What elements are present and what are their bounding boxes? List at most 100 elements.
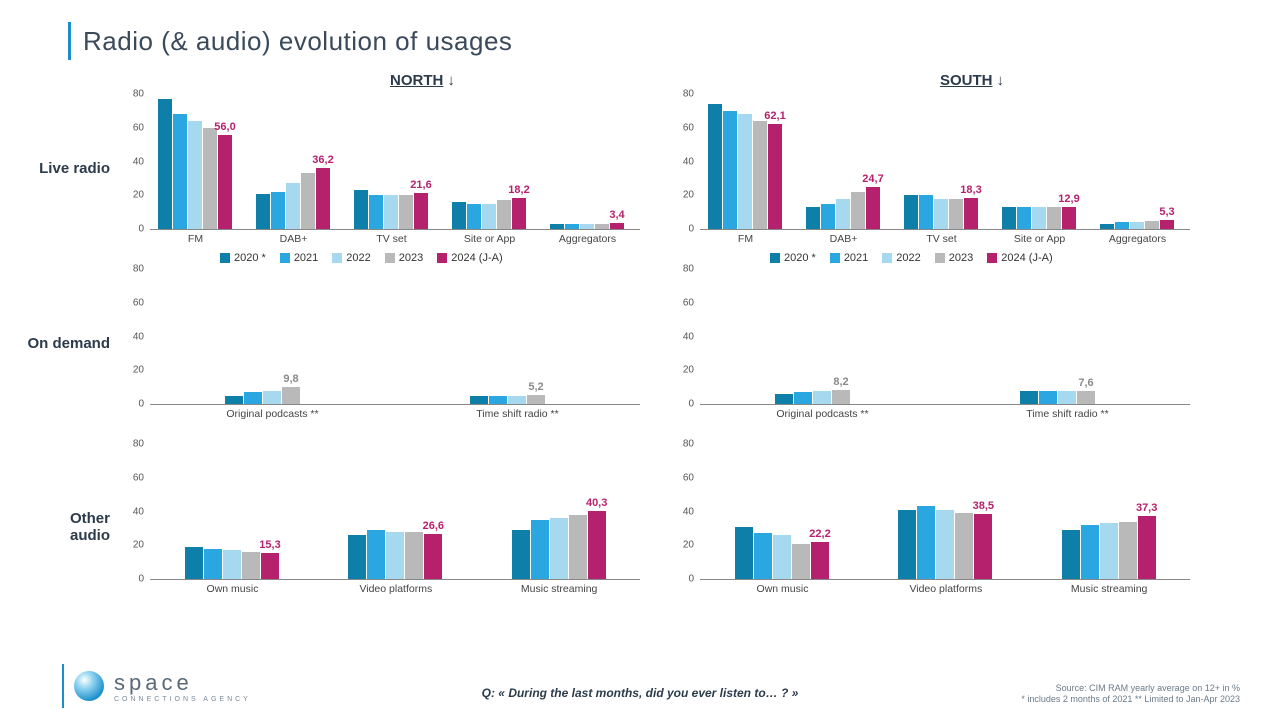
- bar: [813, 391, 831, 405]
- category-label: Original podcasts **: [776, 408, 868, 420]
- bar-group: [806, 187, 880, 229]
- category-label: FM: [188, 233, 203, 245]
- bar: [773, 535, 791, 579]
- bar: [399, 195, 413, 229]
- category-label: DAB+: [280, 233, 308, 245]
- y-tick: 0: [688, 399, 694, 410]
- legend-label: 2024 (J-A): [451, 252, 502, 264]
- value-label: 5,2: [528, 381, 543, 393]
- bar-group: [550, 223, 624, 229]
- y-tick: 40: [133, 156, 144, 167]
- bar: [242, 552, 260, 579]
- page-title: Radio (& audio) evolution of usages: [83, 26, 512, 57]
- title-bar: Radio (& audio) evolution of usages: [68, 22, 512, 60]
- bar: [723, 111, 737, 229]
- bar: [348, 535, 366, 579]
- chart: 020406080Original podcasts **8,2Time shi…: [700, 270, 1190, 405]
- bar: [1062, 530, 1080, 579]
- bar: [1020, 391, 1038, 405]
- legend-label: 2021: [294, 252, 318, 264]
- bar: [753, 121, 767, 229]
- legend-label: 2023: [399, 252, 423, 264]
- y-tick: 80: [683, 264, 694, 275]
- bar: [708, 104, 722, 229]
- category-label: Original podcasts **: [226, 408, 318, 420]
- legend-label: 2023: [949, 252, 973, 264]
- legend-swatch: [770, 253, 780, 263]
- logo-block: space CONNECTIONS AGENCY: [62, 664, 251, 708]
- bar: [225, 396, 243, 404]
- bar: [367, 530, 385, 579]
- value-label: 21,6: [410, 179, 431, 191]
- legend-label: 2024 (J-A): [1001, 252, 1052, 264]
- legend-label: 2022: [896, 252, 920, 264]
- bar-group: [452, 198, 526, 229]
- bar: [1062, 207, 1076, 229]
- bar: [203, 128, 217, 229]
- y-tick: 0: [138, 574, 144, 585]
- y-tick: 40: [683, 331, 694, 342]
- bar: [1119, 522, 1137, 579]
- y-tick: 40: [133, 506, 144, 517]
- value-label: 8,2: [833, 376, 848, 388]
- bar: [550, 224, 564, 229]
- logo-orb-icon: [74, 671, 104, 701]
- bar-group: [1002, 207, 1076, 229]
- bar: [354, 190, 368, 229]
- bar: [223, 550, 241, 579]
- y-tick: 80: [133, 439, 144, 450]
- legend-swatch: [830, 253, 840, 263]
- legend-item: 2021: [280, 252, 318, 264]
- legend-swatch: [280, 253, 290, 263]
- value-label: 24,7: [862, 173, 883, 185]
- bar: [794, 392, 812, 404]
- y-tick: 40: [133, 331, 144, 342]
- value-label: 56,0: [214, 121, 235, 133]
- legend-swatch: [220, 253, 230, 263]
- value-label: 37,3: [1136, 502, 1157, 514]
- down-arrow-icon: ↓: [447, 72, 455, 89]
- value-label: 15,3: [259, 539, 280, 551]
- question-text: Q: « During the last months, did you eve…: [482, 686, 799, 700]
- legend-swatch: [332, 253, 342, 263]
- bar: [301, 173, 315, 229]
- bar: [580, 224, 594, 229]
- bar: [512, 198, 526, 229]
- legend-item: 2024 (J-A): [437, 252, 502, 264]
- category-label: Aggregators: [1109, 233, 1166, 245]
- bar: [263, 391, 281, 405]
- y-tick: 20: [133, 190, 144, 201]
- bar: [974, 514, 992, 579]
- legend-label: 2020 *: [234, 252, 266, 264]
- bar: [470, 396, 488, 404]
- legend-item: 2022: [332, 252, 370, 264]
- y-tick: 0: [138, 224, 144, 235]
- bar: [792, 544, 810, 579]
- category-label: Video platforms: [359, 583, 432, 595]
- category-label: Time shift radio **: [1026, 408, 1108, 420]
- bar: [204, 549, 222, 579]
- bar: [489, 396, 507, 404]
- value-label: 22,2: [809, 528, 830, 540]
- y-tick: 20: [683, 190, 694, 201]
- value-label: 40,3: [586, 497, 607, 509]
- legend-label: 2022: [346, 252, 370, 264]
- y-tick: 20: [133, 540, 144, 551]
- legend-item: 2023: [935, 252, 973, 264]
- value-label: 3,4: [609, 209, 624, 221]
- category-label: Music streaming: [521, 583, 597, 595]
- legend: 2020 * 2021 2022 2023 2024 (J-A): [220, 252, 503, 264]
- y-tick: 40: [683, 506, 694, 517]
- bar: [218, 135, 232, 230]
- bar: [244, 392, 262, 404]
- value-label: 36,2: [312, 154, 333, 166]
- category-label: TV set: [376, 233, 406, 245]
- bar-group: [1020, 391, 1095, 405]
- bar-group: [1062, 516, 1156, 579]
- y-tick: 0: [688, 574, 694, 585]
- bar: [369, 195, 383, 229]
- category-label: Site or App: [464, 233, 515, 245]
- bar-group: [512, 511, 606, 579]
- bar-group: [775, 390, 850, 404]
- value-label: 18,3: [960, 184, 981, 196]
